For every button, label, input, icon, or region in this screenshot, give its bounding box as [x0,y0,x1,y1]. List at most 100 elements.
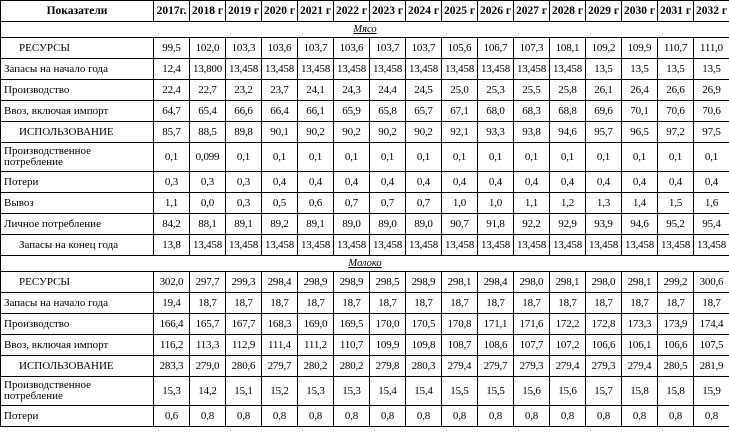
value-cell: 280,6 [225,355,262,377]
value-cell: 90,2 [405,121,442,143]
header-cell: 2019 г [225,0,262,22]
value-cell: 22,4 [153,79,190,101]
value-cell: 107,2 [549,334,586,356]
value-cell: 26,9 [693,79,729,101]
row-label: ИСПОЛЬЗОВАНИЕ [0,121,154,143]
value-cell: 279,3 [513,355,550,377]
data-row: Вывоз 1,1 0,0 0,3 0,5 0,6 0,7 0,7 0,7 1,0 1,0 1,1 1,… [0,192,729,214]
value-cell: 92,1 [441,121,478,143]
value-cell: 70,6 [693,100,729,122]
value-cell: 13,458 [585,234,622,256]
value-cell: 66,1 [297,100,334,122]
value-cell: 18,7 [369,292,406,314]
data-row: ИСПОЛЬЗОВАНИЕ 283,3 279,0 280,6 279,7 280,2 28… [0,355,729,377]
value-cell: 0,1 [621,142,658,172]
header-cell: 2020 г [261,0,298,22]
value-cell: 299,2 [657,271,694,293]
value-cell: 279,4 [441,355,478,377]
value-cell: 0,0 [189,192,226,214]
data-row: Ввоз, включая импорт 64,7 65,4 66,6 66,4 66,1… [0,100,729,122]
data-row: Производственное потребление 0,1 0,099 0,1 0… [0,142,729,172]
value-cell: 18,7 [441,292,478,314]
value-cell: 18,7 [405,292,442,314]
section-title: Мясо [0,21,729,38]
value-cell: 0,1 [297,142,334,172]
value-cell: 15,3 [153,376,190,406]
value-cell: 0,8 [549,405,586,427]
value-cell: 66,6 [225,100,262,122]
value-cell: 93,9 [585,213,622,235]
value-cell: 0,8 [441,405,478,427]
value-cell: 1,3 [585,192,622,214]
value-cell: 1,0 [477,192,514,214]
value-cell: 0,1 [693,142,729,172]
value-cell: 66,4 [261,100,298,122]
value-cell: 13,458 [297,58,334,80]
data-row: РЕСУРСЫ 302,0 297,7 299,3 298,4 298,9 298,9 298… [0,271,729,293]
value-cell: 70,6 [657,100,694,122]
value-cell: 103,7 [369,37,406,59]
header-cell: 2025 г [441,0,478,22]
value-cell: 0,8 [621,405,658,427]
value-cell: 65,4 [189,100,226,122]
value-cell: 106,6 [585,334,622,356]
value-cell: 13,458 [441,58,478,80]
value-cell: 13,458 [261,58,298,80]
value-cell: 18,7 [333,292,370,314]
table: Показатели 2017г. 2018 г 2019 г 2020 г 2021 г… [0,0,729,427]
value-cell: 299,3 [225,271,262,293]
value-cell: 92,2 [513,213,550,235]
value-cell: 298,9 [333,271,370,293]
value-cell: 89,1 [225,213,262,235]
value-cell: 0,3 [189,171,226,193]
value-cell: 90,1 [261,121,298,143]
value-cell: 1,0 [441,192,478,214]
header-cell: 2032 г [693,0,729,22]
value-cell: 26,4 [621,79,658,101]
value-cell: 18,7 [513,292,550,314]
value-cell: 298,1 [441,271,478,293]
row-label: Производство [0,79,154,101]
value-cell: 23,7 [261,79,298,101]
value-cell: 0,8 [297,405,334,427]
header-row: Показатели 2017г. 2018 г 2019 г 2020 г 2021 г… [0,0,729,22]
value-cell: 106,1 [621,334,658,356]
value-cell: 24,1 [297,79,334,101]
value-cell: 25,3 [477,79,514,101]
value-cell: 22,7 [189,79,226,101]
value-cell: 24,3 [333,79,370,101]
value-cell: 0,4 [441,171,478,193]
value-cell: 109,9 [369,334,406,356]
value-cell: 110,7 [657,37,694,59]
value-cell: 13,458 [477,234,514,256]
value-cell: 0,4 [621,171,658,193]
value-cell: 65,9 [333,100,370,122]
value-cell: 1,6 [693,192,729,214]
value-cell: 279,4 [621,355,658,377]
header-cell: 2028 г [549,0,586,22]
data-row: Ввоз, включая импорт 116,2 113,3 112,9 111,4… [0,334,729,356]
value-cell: 24,5 [405,79,442,101]
value-cell: 165,7 [189,313,226,335]
value-cell: 25,5 [513,79,550,101]
value-cell: 1,5 [657,192,694,214]
value-cell: 15,1 [225,376,262,406]
value-cell: 109,8 [405,334,442,356]
value-cell: 13,458 [297,234,334,256]
value-cell: 0,8 [333,405,370,427]
value-cell: 0,099 [189,142,226,172]
value-cell: 18,7 [549,292,586,314]
value-cell: 94,6 [549,121,586,143]
row-label: Запасы на начало года [0,292,154,314]
value-cell: 89,0 [405,213,442,235]
value-cell: 109,2 [585,37,622,59]
value-cell: 280,3 [405,355,442,377]
value-cell: 0,8 [693,405,729,427]
value-cell: 279,4 [549,355,586,377]
value-cell: 18,7 [189,292,226,314]
value-cell: 0,1 [261,142,298,172]
header-cell: 2018 г [189,0,226,22]
value-cell: 0,1 [549,142,586,172]
value-cell: 280,2 [333,355,370,377]
value-cell: 0,1 [369,142,406,172]
